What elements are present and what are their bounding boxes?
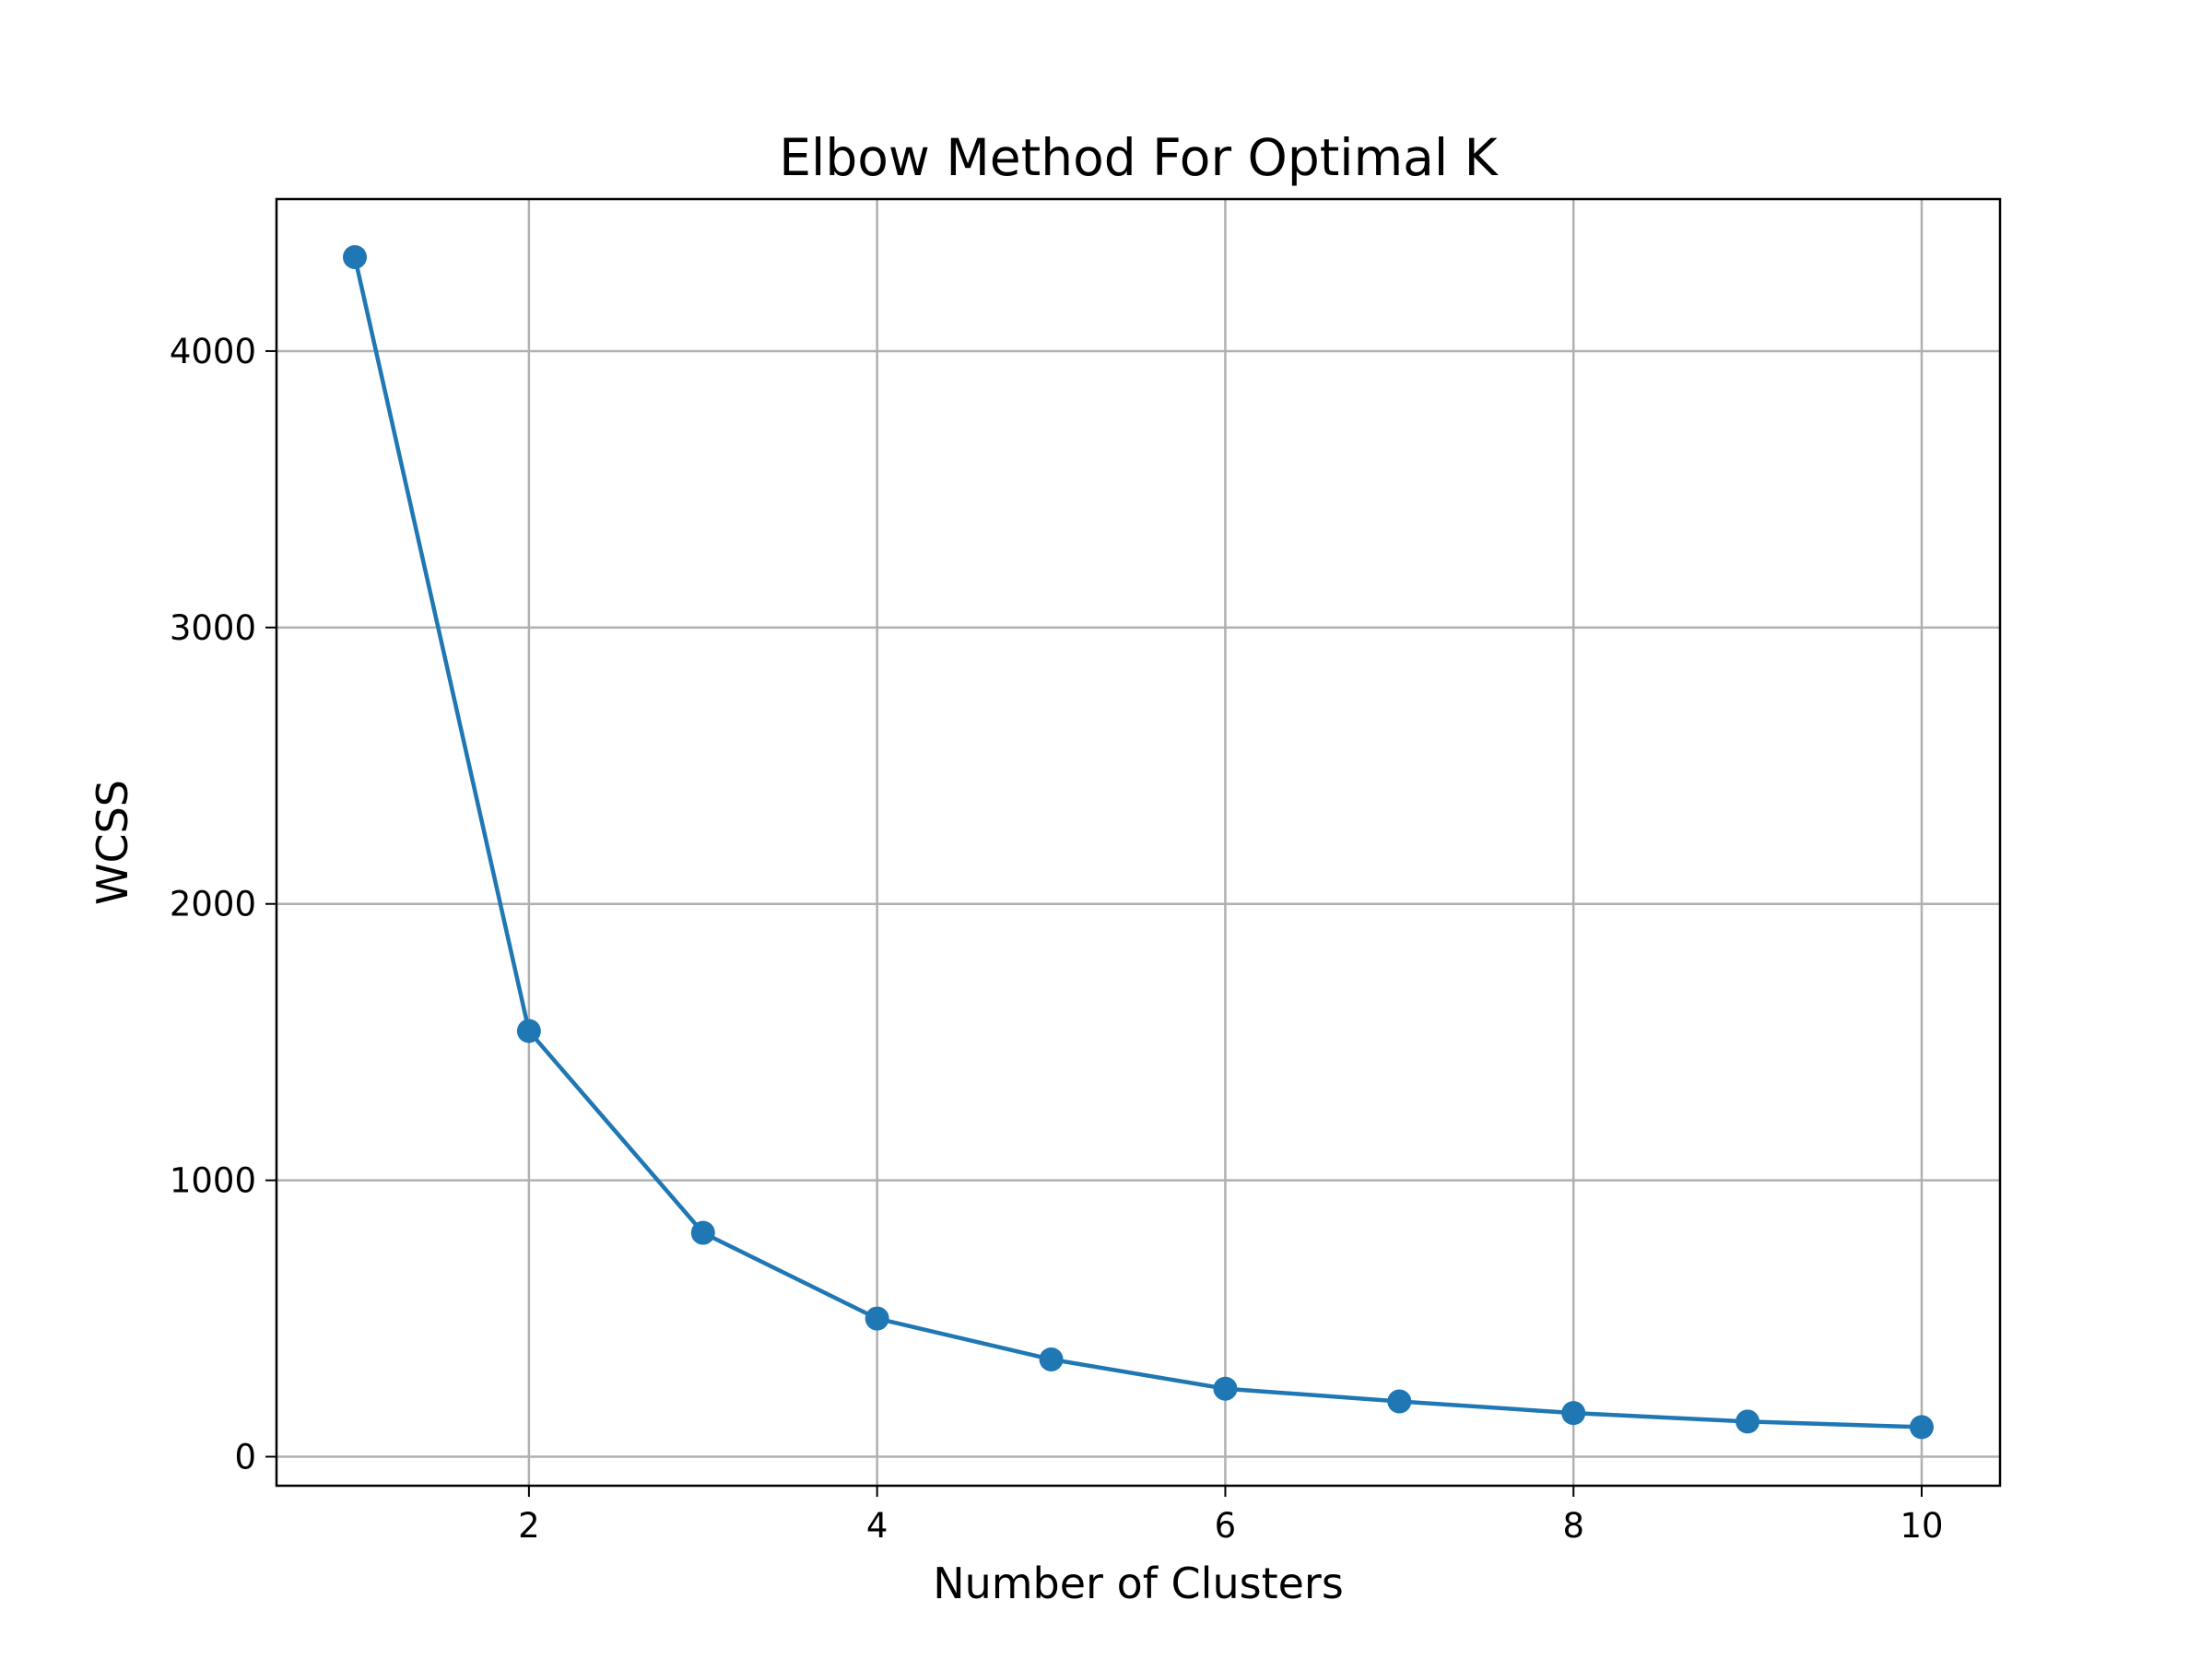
axis-ticks: 2 4 6 8 10 0 1000 2000 3000 4000 [170, 332, 1944, 1546]
grid-lines [276, 199, 2000, 1486]
data-point [1735, 1409, 1760, 1434]
y-tick-label: 2000 [170, 885, 256, 924]
y-tick-label: 1000 [170, 1161, 256, 1201]
data-point [865, 1306, 889, 1331]
series-layer [343, 244, 1934, 1440]
y-tick-label: 4000 [170, 332, 256, 371]
chart-title: Elbow Method For Optimal K [779, 128, 1499, 187]
data-point [1039, 1347, 1064, 1371]
x-tick-label: 10 [1900, 1506, 1943, 1546]
data-point [516, 1018, 541, 1043]
data-point [1910, 1415, 1934, 1440]
y-axis-label: WCSS [88, 780, 137, 905]
x-axis-label: Number of Clusters [933, 1559, 1344, 1608]
y-tick-label: 0 [234, 1438, 256, 1477]
data-point [690, 1220, 715, 1245]
x-tick-label: 2 [518, 1506, 540, 1546]
x-tick-label: 6 [1215, 1506, 1237, 1546]
data-point [1387, 1389, 1412, 1414]
data-point [1213, 1376, 1238, 1401]
x-tick-label: 8 [1562, 1506, 1584, 1546]
x-tick-label: 4 [866, 1506, 888, 1546]
data-point [343, 244, 367, 269]
series-line [352, 256, 1923, 1430]
y-tick-label: 3000 [170, 608, 256, 648]
plot-frame [275, 197, 2002, 1488]
data-point [1561, 1401, 1586, 1426]
